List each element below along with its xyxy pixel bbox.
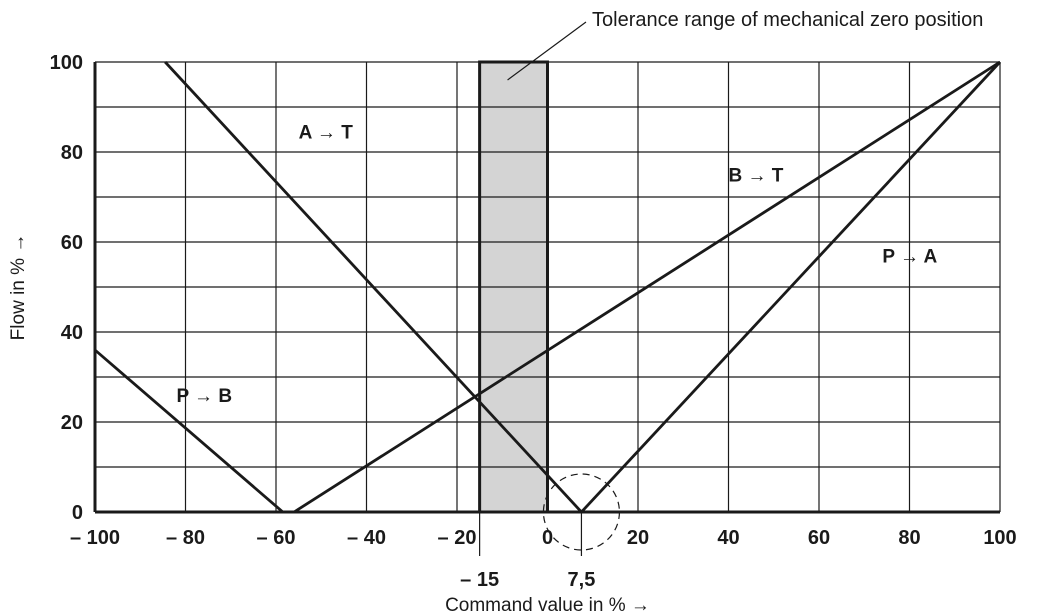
y-tick-label: 20 (61, 412, 83, 434)
x-tick-label: 60 (808, 527, 830, 549)
series-label: A → T (299, 123, 354, 144)
y-tick-label: 40 (61, 322, 83, 344)
zero-crossing-label: 7,5 (568, 569, 596, 591)
x-tick-label: 40 (717, 527, 739, 549)
x-tick-label: – 80 (166, 527, 205, 549)
series-label: P → A (882, 246, 937, 267)
x-tick-label: 0 (542, 527, 553, 549)
y-axis-title: Flow in % → (8, 234, 29, 341)
series-label: P → B (176, 386, 232, 407)
y-tick-label: 0 (72, 502, 83, 524)
x-axis-title: Command value in % → (445, 595, 650, 616)
x-tick-label: 80 (898, 527, 920, 549)
x-tick-label: – 20 (438, 527, 477, 549)
tolerance-band-label: Tolerance range of mechanical zero posit… (592, 9, 983, 31)
x-tick-label: – 60 (257, 527, 296, 549)
series-line-1 (95, 350, 283, 512)
x-tick-label: 100 (983, 527, 1016, 549)
x-tick-label: – 40 (347, 527, 386, 549)
x-tick-label: – 100 (70, 527, 120, 549)
y-tick-label: 80 (61, 142, 83, 164)
series-label: B → T (729, 165, 784, 186)
x-tick-label: 20 (627, 527, 649, 549)
y-tick-label: 60 (61, 232, 83, 254)
y-tick-label: 100 (50, 52, 83, 74)
band-edge-label: – 15 (460, 569, 499, 591)
